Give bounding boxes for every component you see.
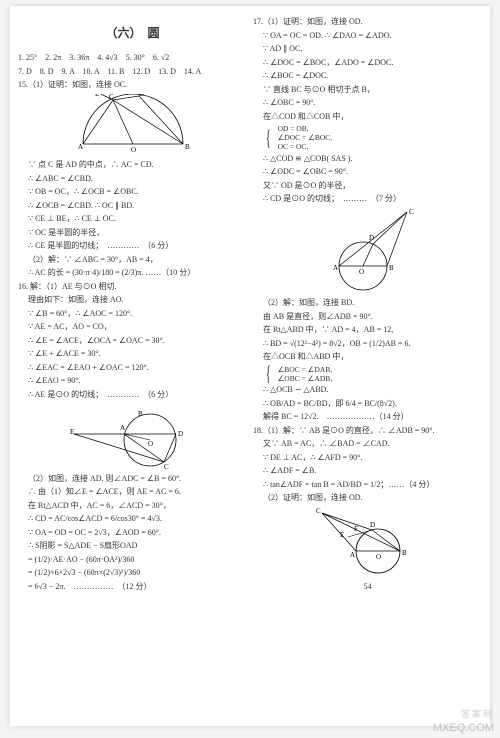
q18-line: ∵ DE ⊥ AC，∴ ∠AFD = 90°. — [253, 452, 482, 464]
q16-line: ∴ ∠EAO = 90°. — [18, 375, 247, 387]
svg-text:O: O — [376, 553, 381, 561]
svg-text:D: D — [370, 521, 375, 529]
page: （六） 圆 1. 25° 2. 2π 3. 36π 4. 4√3 5. 30° … — [10, 6, 490, 726]
q16-line: ∴ CD = AC/cos∠ACD = 6/cos30° = 4√3. — [18, 513, 247, 525]
q16-line: = 6√3 − 2π. …………… （12 分） — [18, 581, 247, 593]
q16-line: ∴ 由（1）知∠E = ∠ACE，则 AE = AC = 6. — [18, 486, 247, 498]
q18-line: 又∵ AB = AC，∴ ∠BAD = ∠CAD. — [253, 438, 482, 450]
svg-text:E: E — [95, 94, 99, 98]
svg-text:E: E — [70, 428, 74, 436]
svg-text:A: A — [350, 551, 355, 559]
q17-line: ∵ 直线 BC 与⊙O 相切于点 B， — [253, 84, 482, 96]
q16-line: 理由如下：如图，连接 AO. — [18, 294, 247, 306]
svg-text:B: B — [402, 549, 407, 557]
svg-text:B: B — [389, 264, 394, 272]
q17-line: ∴ OB/AD = BC/BD，即 6/4 = BC/(8√2). — [253, 398, 482, 410]
q17-line: 在 Rt△ABD 中，∵ AD = 4，AB = 12, — [253, 324, 482, 336]
q17-line: 在△OCB 和△ABD 中， — [253, 351, 482, 363]
q15-diagram: A B C D E O — [18, 94, 247, 156]
q16-diagram: E A D C B O — [18, 404, 247, 470]
svg-text:O: O — [359, 268, 364, 276]
q17-line: 由 AB 是直径，则∠ADB = 90°. — [253, 311, 482, 323]
q15-line: ∴ AC 的长 = (30·π·4)/180 = (2/3)π. ……（10 分… — [18, 267, 247, 279]
q16-line: ∵ ∠E + ∠ACE = 30°. — [18, 348, 247, 360]
q16-line: ∴ ∠EAC = ∠EAO + ∠OAC = 120°. — [18, 362, 247, 374]
q15-line: ∵ OB = OC，∴ ∠OCB = ∠OBC. — [18, 186, 247, 198]
q17-line: ∵ OA = OC = OD. ∴ ∠DAO = ∠ADO. — [253, 30, 482, 42]
svg-text:C: C — [109, 94, 114, 101]
q17-line: ∴ ∠OBC = 90°. — [253, 97, 482, 109]
svg-text:B: B — [138, 410, 143, 418]
q18-line: ∴ ∠ADF = ∠B. — [253, 465, 482, 477]
answers-row-2: 7. D 8. D 9. A 10. A 11. B 12. D 13. D 1… — [18, 66, 247, 78]
q16-line: ∵ ∠B = 60°，∴ ∠AOC = 120°. — [18, 308, 247, 320]
q16-line: ∵ AE = AC，AO = CO， — [18, 321, 247, 333]
q15-line: ∵ OC 是半圆的半径， — [18, 227, 247, 239]
svg-text:E: E — [340, 531, 344, 539]
q15-head: 15.（1）证明：如图，连接 OC. — [18, 79, 247, 91]
q17-line: ∵ AD ∥ OC, — [253, 43, 482, 55]
section-title: （六） 圆 — [18, 24, 247, 42]
q16-line: = (1/2)×6×2√3 − (60π×(2√3)²)/360 — [18, 567, 247, 579]
q17-line: ∴ CD 是⊙O 的切线； ……… （7 分） — [253, 193, 482, 205]
q15-line: ∴ ∠ABC = ∠CBD. — [18, 173, 247, 185]
svg-text:C: C — [409, 208, 414, 216]
svg-text:A: A — [78, 143, 83, 151]
q16-line: ∴ ∠E = ∠ACE，∠OCA = ∠OAC = 30°. — [18, 335, 247, 347]
q15-line: ∵ 点 C 是 AD 的中点，∴ AC = CD. — [18, 159, 247, 171]
q16-line: ∵ OA = OD = OC = 2√3，∠AOD = 60°. — [18, 527, 247, 539]
q18-head: 18.（1）解：∵ AB 是⊙O 的直径，∴ ∠ADB = 90°. — [253, 425, 482, 437]
svg-text:C: C — [316, 507, 321, 515]
q17-line: 又∵ OD 是⊙O 的半径， — [253, 180, 482, 192]
watermark-line2: MXEQ.COM — [433, 722, 494, 734]
answers-row-1: 1. 25° 2. 2π 3. 36π 4. 4√3 5. 30° 6. √2 — [18, 52, 247, 64]
q16-line: = (1/2)·AE·AO − (60π·OA²)/360 — [18, 554, 247, 566]
svg-text:D: D — [178, 430, 183, 438]
left-column: （六） 圆 1. 25° 2. 2π 3. 36π 4. 4√3 5. 30° … — [18, 16, 247, 716]
watermark-line1: 答案网 — [461, 707, 494, 720]
q16-head: 16. 解：（1）AE 与⊙O 相切. — [18, 281, 247, 293]
svg-text:C: C — [164, 463, 169, 470]
svg-text:D: D — [369, 234, 374, 242]
q17-line: 解得 BC = 12√2. ………………（14 分） — [253, 411, 482, 423]
q17-head: 17.（1）证明：如图，连接 OD. — [253, 16, 482, 28]
q17-line: （2）解：如图，连接 BD. — [253, 297, 482, 309]
q17-line: ∴ ∠BOC = ∠DOC. — [253, 70, 482, 82]
q17-diagram: A B C D O — [253, 208, 482, 294]
q16-line: ∴ S阴影 = S△ADE − S扇形OAD — [18, 540, 247, 552]
q17-line: 在△COD 和△COB 中， — [253, 111, 482, 123]
brace-line: ∠OBC = ∠ADB, — [278, 374, 333, 383]
page-number: 54 — [253, 581, 482, 593]
q17-line: ∴ ∠ODC = ∠OBC = 90°. — [253, 166, 482, 178]
q17-brace2: { ∠BOC = ∠DAB, ∠OBC = ∠ADB, — [253, 365, 482, 383]
q17-brace: { OD = OB, ∠DOC = ∠BOC, OC = OC, — [253, 124, 482, 151]
q16-line: （2）如图，连接 AD. 则∠ADC = ∠B = 60°. — [18, 473, 247, 485]
svg-text:O: O — [131, 146, 136, 154]
q18-line: （2）证明：如图，连接 OD. — [253, 492, 482, 504]
svg-text:B: B — [185, 143, 190, 151]
q15-line: （2）解：∵ ∠ABC = 30°，AB = 4， — [18, 254, 247, 266]
q15-line: ∴ CE 是半圆的切线； ………… （6 分） — [18, 240, 247, 252]
q18-line: ∴ tan∠ADF = tan B = AD/BD = 1/2；……（4 分） — [253, 479, 482, 491]
q15-line: ∵ CE ⊥ BE，∴ CE ⊥ OC. — [18, 213, 247, 225]
q17-line: ∴ △COD ≌ △COB( SAS ). — [253, 153, 482, 165]
q16-line: 在 Rt△ACD 中，AC = 6，∠ACD = 30°， — [18, 500, 247, 512]
brace-line: OD = OB, — [278, 124, 333, 133]
svg-text:F: F — [354, 525, 358, 533]
q17-line: ∴ ∠DOC = ∠BOC，∠ADO = ∠DOC. — [253, 57, 482, 69]
q18-diagram: C A B D E F O — [253, 507, 482, 577]
q16-line: ∴ AE 是⊙O 的切线； ………… （6 分） — [18, 389, 247, 401]
svg-text:A: A — [120, 424, 125, 432]
brace-line: ∠BOC = ∠DAB, — [278, 365, 333, 374]
svg-text:A: A — [333, 264, 338, 272]
right-column: 17.（1）证明：如图，连接 OD. ∵ OA = OC = OD. ∴ ∠DA… — [253, 16, 482, 716]
brace-line: ∠DOC = ∠BOC, — [278, 133, 333, 142]
svg-text:D: D — [139, 94, 144, 98]
q17-line: ∴ BD = √(12²−4²) = 8√2，OB = (1/2)AB = 6. — [253, 338, 482, 350]
q17-line: ∴ △OCB ∽ △ABD. — [253, 384, 482, 396]
brace-line: OC = OC, — [278, 142, 333, 151]
svg-text:O: O — [148, 440, 153, 448]
q15-line: ∴ ∠OCB = ∠CBD. ∴ OC ∥ BD. — [18, 200, 247, 212]
